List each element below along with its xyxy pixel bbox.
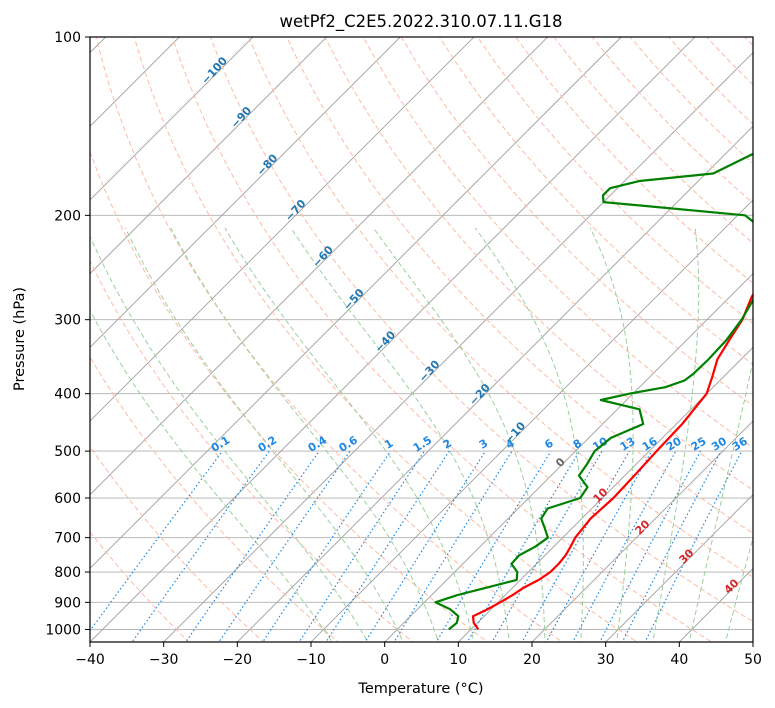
mixing-ratio-line-6 <box>325 450 450 642</box>
dry-adiabat-130 <box>515 37 753 284</box>
plot-area: 0.1 0.2 0.4 0.6 1 1.5 2 3 4 6 8 10 13 16 20 25 30 36−100−… <box>90 37 753 642</box>
isotherm-30 <box>605 494 753 642</box>
isotherm--10 <box>310 199 753 642</box>
dry-adiabat-70 <box>286 37 753 534</box>
moist-adiabat-5 <box>170 227 440 642</box>
dry-adiabat-30 <box>133 37 638 642</box>
series-line-0 <box>471 292 753 631</box>
moist-adiabat-0 <box>124 227 404 642</box>
y-tick-label: 600 <box>54 491 81 507</box>
dry-adiabat-20 <box>95 37 564 642</box>
y-tick-label: 200 <box>54 208 81 224</box>
x-tick-label: −40 <box>75 652 105 668</box>
moist-adiabat-35 <box>652 227 700 642</box>
x-tick-label: 30 <box>597 652 615 668</box>
x-tick-label: 50 <box>744 652 762 668</box>
isotherm-10 <box>457 346 753 642</box>
moist-adiabat-15 <box>290 227 510 642</box>
y-axis: 100 200 300 400 500 600 700 800 900 1000 <box>45 30 90 638</box>
plot-frame <box>89 36 754 643</box>
isotherm--90 <box>90 37 328 275</box>
y-axis-title: Pressure (hPa) <box>12 287 28 391</box>
x-tick-label: −10 <box>296 652 326 668</box>
moist-adiabat-10 <box>224 227 475 642</box>
mixing-ratio-line-9 <box>435 450 552 642</box>
chart-title: wetPf2_C2E5.2022.310.07.11.G18 <box>279 12 562 32</box>
x-tick-label: −30 <box>149 652 179 668</box>
mixing-ratio-line-1 <box>131 450 270 642</box>
moist-adiabat-30 <box>589 227 634 642</box>
y-tick-label: 400 <box>54 387 81 403</box>
x-tick-label: 0 <box>380 652 389 668</box>
y-tick-label: 500 <box>54 444 81 460</box>
mixing-ratio-line-7 <box>364 450 486 642</box>
isotherm--80 <box>90 37 401 348</box>
series-line-1 <box>434 152 753 631</box>
x-tick-label: 10 <box>449 652 467 668</box>
mixing-ratio-lines <box>90 450 743 642</box>
dry-adiabat-90 <box>362 37 753 449</box>
x-tick-label: −20 <box>223 652 253 668</box>
mixing-ratio-line-5 <box>298 450 425 642</box>
dry-adiabat-50 <box>209 37 753 623</box>
isotherm--50 <box>90 37 622 569</box>
isotherm--30 <box>163 52 753 642</box>
isobar-gridlines <box>90 37 753 630</box>
isotherm--40 <box>90 37 696 642</box>
moist-adiabat--5 <box>90 235 369 642</box>
dry-adiabat--30 <box>90 531 190 642</box>
dry-adiabat-120 <box>477 37 753 325</box>
mixing-ratio-line-15 <box>599 450 702 642</box>
x-axis-title: Temperature (°C) <box>357 681 483 697</box>
x-tick-label: 20 <box>523 652 541 668</box>
mixing-ratio-line-13 <box>545 450 653 642</box>
isotherm--20 <box>236 125 753 642</box>
mixing-ratio-line-4 <box>262 450 392 642</box>
y-tick-label: 1000 <box>45 622 81 638</box>
y-tick-label: 300 <box>54 313 81 329</box>
y-tick-label: 900 <box>54 595 81 611</box>
x-tick-label: 40 <box>670 652 688 668</box>
mixing-ratio-line-3 <box>218 450 351 642</box>
moist-adiabat-40 <box>688 358 753 642</box>
y-tick-label: 700 <box>54 531 81 547</box>
dry-adiabat-100 <box>400 37 753 407</box>
profile-series <box>434 152 753 631</box>
dry-adiabat--20 <box>90 445 265 642</box>
moist-adiabat--10 <box>90 309 333 642</box>
isotherm--70 <box>90 37 475 422</box>
y-tick-label: 800 <box>54 565 81 581</box>
dry-adiabat-lines <box>90 37 753 642</box>
dry-adiabat-60 <box>248 37 753 578</box>
y-tick-label: 100 <box>54 30 81 46</box>
isotherm--110 <box>90 37 180 127</box>
isotherm-gridlines <box>90 37 753 642</box>
mixing-ratio-line-8 <box>393 450 513 642</box>
mixing-ratio-line-14 <box>572 450 677 642</box>
moist-adiabat-25 <box>474 227 584 642</box>
isotherm--60 <box>90 37 549 496</box>
mixing-ratio-line-11 <box>491 450 603 642</box>
x-axis: −40 −30 −20 −10 0 10 20 30 40 50 <box>75 642 762 668</box>
moist-adiabat-lines <box>90 227 753 642</box>
isotherm--100 <box>90 37 254 201</box>
isotherm-0 <box>384 273 753 642</box>
mixing-ratio-line-10 <box>466 450 580 642</box>
dry-adiabat-0 <box>90 259 414 642</box>
dry-adiabat-40 <box>171 37 713 642</box>
